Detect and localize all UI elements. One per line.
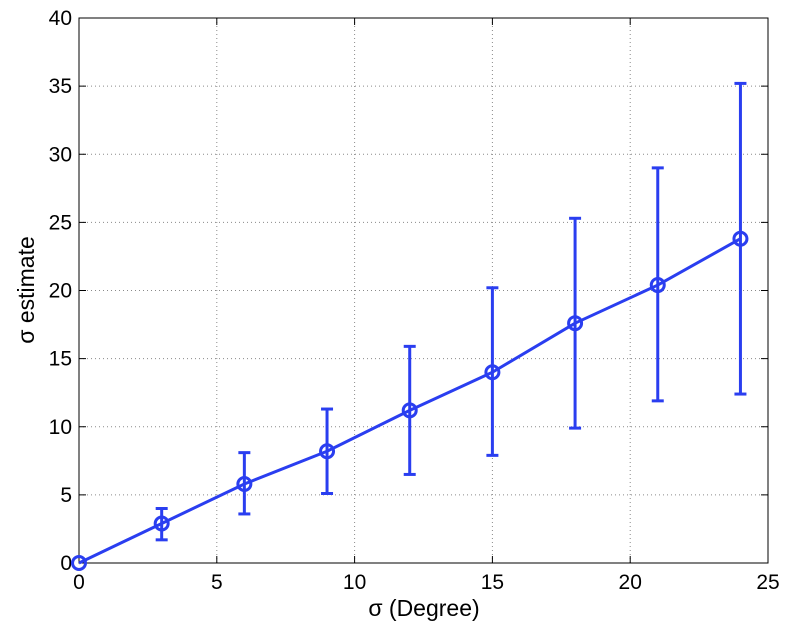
y-tick-label: 20 (49, 280, 72, 303)
data-point (236, 475, 253, 492)
y-axis-label: σ estimate (13, 236, 39, 344)
y-tick-label: 15 (49, 348, 72, 371)
grid (79, 18, 768, 563)
y-tick-label: 0 (60, 552, 72, 575)
series-group (71, 230, 749, 571)
error-bars (155, 81, 747, 542)
x-tick-label: 15 (481, 571, 504, 594)
x-tick-label: 5 (211, 571, 223, 594)
data-point (732, 230, 749, 247)
data-point (484, 364, 501, 381)
y-tick-label: 5 (60, 484, 72, 507)
y-tick-label: 30 (49, 143, 72, 166)
data-point (319, 443, 336, 460)
tick-labels: 0 5 10 15 20 25 0 5 10 15 20 25 30 35 40 (49, 7, 780, 594)
data-point (71, 555, 87, 571)
x-tick-label: 20 (619, 571, 642, 594)
y-tick-label: 10 (49, 416, 72, 439)
data-point (153, 515, 170, 532)
data-point (567, 315, 584, 332)
y-tick-label: 35 (49, 75, 72, 98)
y-tick-label: 40 (49, 7, 72, 30)
data-point (401, 402, 418, 419)
y-tick-label: 25 (49, 211, 72, 234)
x-tick-label: 0 (73, 571, 85, 594)
x-axis-label: σ (Degree) (368, 595, 479, 621)
error-bar (734, 81, 747, 396)
data-point (649, 277, 666, 294)
x-tick-label: 10 (343, 571, 366, 594)
x-tick-label: 25 (756, 571, 779, 594)
series-line (78, 237, 742, 565)
